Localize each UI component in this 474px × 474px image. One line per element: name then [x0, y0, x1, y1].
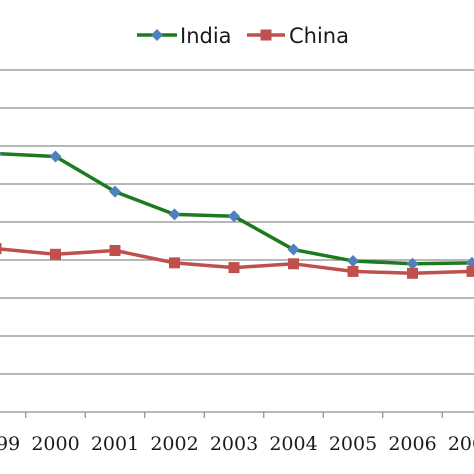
data-point-india-2004 — [287, 243, 300, 256]
data-point-china-2001 — [109, 245, 121, 256]
x-tick-label-2002: 2002 — [150, 433, 198, 455]
x-tick-label-2000: 2000 — [31, 433, 79, 455]
data-point-india-2007 — [466, 256, 474, 269]
data-point-india-2000 — [49, 150, 62, 163]
data-point-china-2003 — [228, 262, 240, 274]
data-point-india-1999 — [0, 151, 2, 156]
legend-item-india: India — [137, 24, 232, 48]
x-tick-label-2003: 2003 — [210, 433, 258, 455]
data-point-china-2005 — [347, 265, 359, 277]
data-point-china-2007 — [466, 265, 474, 277]
series-line-india — [0, 152, 473, 266]
legend-marker-india — [151, 29, 163, 41]
legend-marker-china — [260, 29, 272, 41]
legend-label-china: China — [289, 24, 349, 48]
legend-label-india: India — [180, 24, 232, 48]
series-markers — [0, 150, 474, 279]
data-point-china-1999 — [0, 243, 2, 255]
data-point-india-2001 — [109, 185, 121, 198]
data-point-india-2003 — [228, 210, 240, 223]
x-tick-label-2001: 2001 — [91, 433, 139, 455]
x-axis: 1999 2000 2001 2002 2003 2004 2005 2006 2007 — [0, 411, 474, 455]
x-tick-label-2005: 2005 — [329, 433, 377, 455]
x-tick-label-2004: 2004 — [269, 433, 317, 455]
x-tick-label-2006: 2006 — [388, 433, 436, 455]
gridlines — [0, 69, 474, 375]
data-point-india-2006 — [406, 257, 419, 270]
data-point-china-2002 — [169, 257, 180, 269]
x-tick-label-1999: 1999 — [0, 433, 20, 455]
legend: India China — [137, 24, 349, 48]
x-tick-label-2007: 2007 — [448, 433, 474, 455]
data-point-india-2005 — [347, 254, 359, 267]
data-point-china-2006 — [407, 267, 418, 279]
data-point-china-2000 — [50, 248, 61, 260]
data-point-india-2002 — [168, 208, 181, 221]
data-point-china-2004 — [288, 258, 299, 270]
legend-item-china: China — [247, 24, 349, 48]
